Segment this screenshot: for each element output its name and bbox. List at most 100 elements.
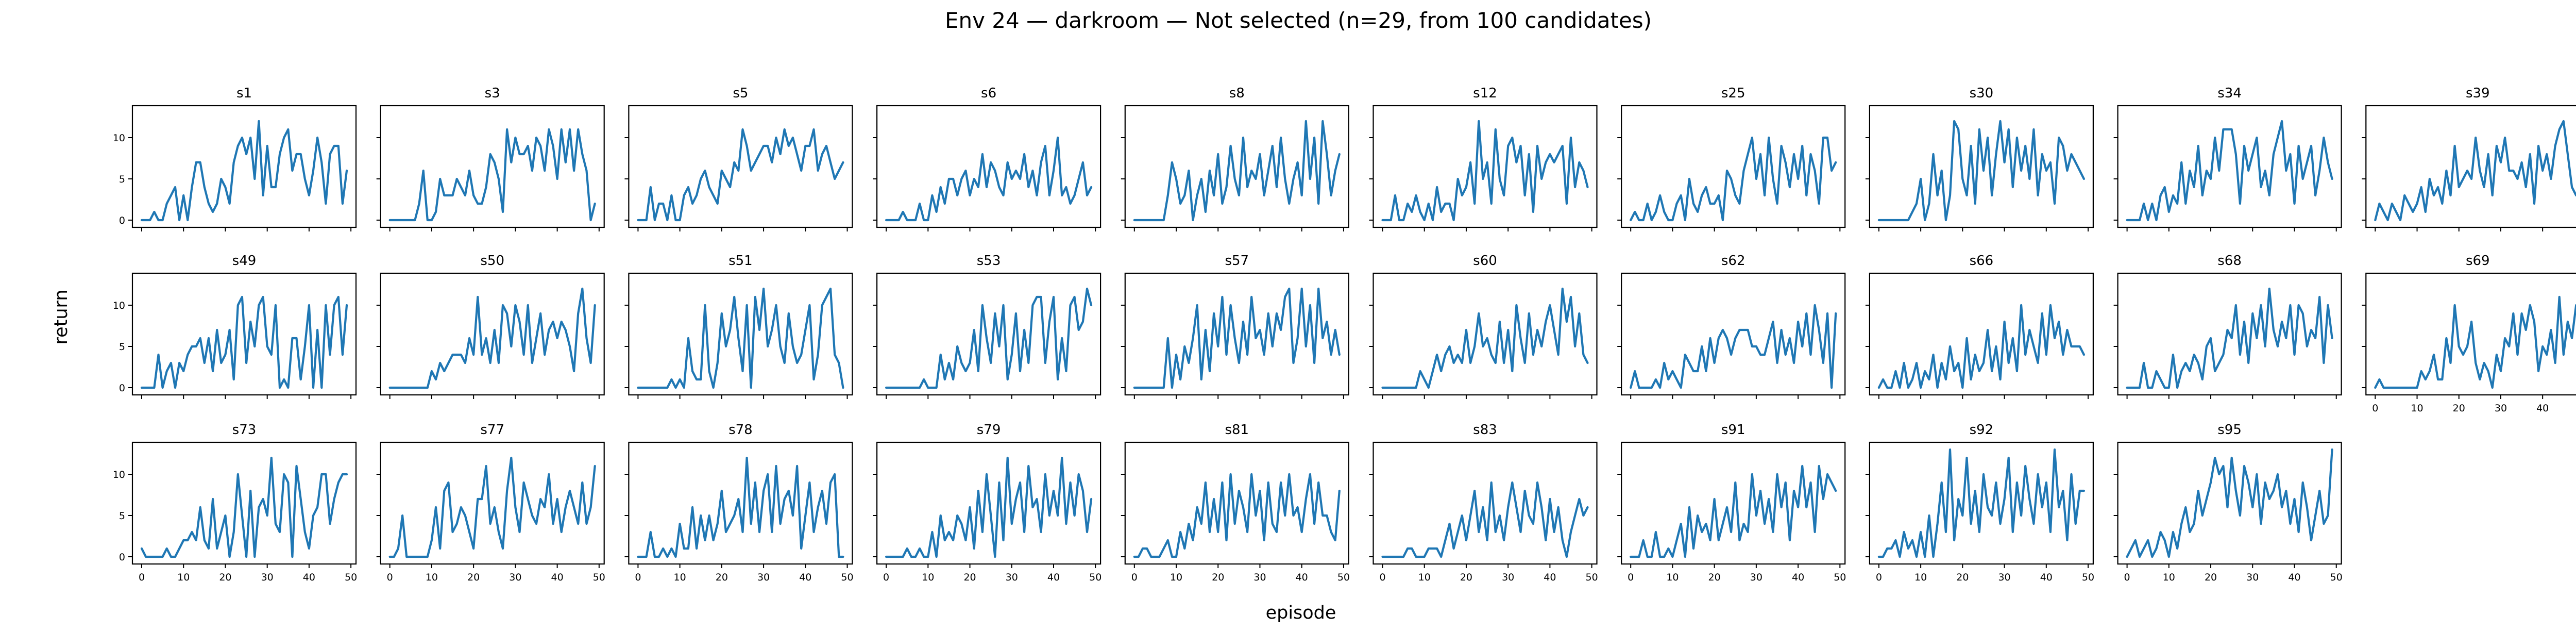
x-tick-label: 0 (1876, 572, 1882, 583)
panel-title: s77 (480, 422, 504, 438)
series-line (140, 120, 348, 222)
panel: s50 (376, 253, 605, 399)
panel: s5 (624, 86, 853, 231)
x-tick-label: 40 (1047, 572, 1060, 583)
panel: s92 0 10 20 30 40 50 (1865, 422, 2094, 583)
panel: s25 (1617, 86, 1846, 231)
panel-title: s25 (1721, 86, 1745, 101)
panel-frame (628, 441, 853, 565)
x-tick-label: 10 (922, 572, 934, 583)
x-tick-label: 40 (1792, 572, 1804, 583)
panel-title: s3 (485, 86, 500, 101)
figure-title: Env 24 — darkroom — Not selected (n=29, … (945, 8, 1652, 33)
x-tick-label: 10 (426, 572, 438, 583)
panel: s53 (873, 253, 1101, 399)
x-tick-label: 50 (2082, 572, 2094, 583)
panel: s91 0 10 20 30 40 50 (1617, 422, 1846, 583)
panel: s60 (1369, 253, 1598, 399)
panel-frame (2117, 272, 2342, 396)
y-tick-label: 0 (119, 215, 125, 226)
panel: s51 (624, 253, 853, 399)
x-tick-label: 0 (387, 572, 393, 583)
panel: s30 (1865, 86, 2094, 231)
panel-title: s92 (1970, 422, 1994, 438)
x-tick-label: 50 (1834, 572, 1846, 583)
series-line (1877, 448, 2085, 558)
x-tick-label: 30 (261, 572, 274, 583)
panel-frame (1869, 441, 2094, 565)
panel-title: s68 (2217, 253, 2242, 269)
x-tick-label: 20 (2453, 403, 2465, 414)
panel-frame (2365, 105, 2576, 228)
x-tick-label: 30 (1998, 572, 2010, 583)
y-tick-label: 5 (119, 341, 125, 353)
panel: s57 (1121, 253, 1349, 399)
panel-frame (1621, 105, 1846, 228)
x-tick-label: 50 (1089, 572, 1101, 583)
x-tick-label: 10 (674, 572, 686, 583)
x-tick-label: 10 (1418, 572, 1431, 583)
panel-frame (1869, 105, 2094, 228)
x-tick-label: 20 (467, 572, 480, 583)
panel-frame (1621, 441, 1846, 565)
panel: s81 0 10 20 30 40 50 (1121, 422, 1350, 583)
panel-frame (380, 105, 605, 228)
x-tick-label: 50 (345, 572, 357, 583)
x-tick-label: 40 (799, 572, 811, 583)
panel-frame (1869, 272, 2094, 396)
x-tick-label: 20 (1708, 572, 1721, 583)
x-tick-label: 40 (2288, 572, 2300, 583)
series-line (1630, 304, 1837, 389)
x-tick-label: 30 (509, 572, 521, 583)
x-tick-label: 20 (219, 572, 231, 583)
x-tick-label: 20 (2205, 572, 2217, 583)
panel-frame (380, 272, 605, 396)
panel-frame (628, 272, 853, 396)
series-line (1133, 473, 1341, 558)
panel: s12 (1369, 86, 1598, 231)
panel-frame (1372, 105, 1598, 228)
panel: s1 0 5 10 (113, 86, 357, 231)
series-line (1381, 481, 1589, 558)
x-tick-label: 0 (2372, 403, 2378, 414)
panel-title: s39 (2466, 86, 2490, 101)
x-tick-label: 30 (2246, 572, 2259, 583)
panel: s39 (2362, 86, 2576, 231)
series-line (1877, 304, 2085, 389)
series-line (2126, 448, 2333, 558)
panel: s34 (2113, 86, 2342, 231)
panel: s79 0 10 20 30 40 50 (873, 422, 1101, 583)
series-line (1133, 287, 1341, 389)
panel-title: s5 (733, 86, 748, 101)
x-tick-label: 50 (1337, 572, 1350, 583)
series-line (1381, 287, 1589, 389)
panel-frame (1372, 441, 1598, 565)
panel-frame (131, 272, 357, 396)
series-line (2374, 120, 2576, 222)
series-line (1630, 464, 1837, 558)
x-tick-label: 50 (841, 572, 853, 583)
series-line (637, 128, 844, 222)
x-tick-label: 30 (1253, 572, 1266, 583)
x-tick-label: 10 (1170, 572, 1182, 583)
x-tick-label: 50 (2330, 572, 2343, 583)
panel-frame (380, 441, 605, 565)
series-line (388, 287, 596, 389)
x-tick-label: 50 (593, 572, 605, 583)
panel-title: s12 (1473, 86, 1497, 101)
panel-grid: s1 0 5 10 s3 s5 s6 s8 s12 s25 s30 s34 s39 s49 0 5 10 s50 s… (113, 86, 2576, 583)
x-tick-label: 0 (139, 572, 145, 583)
panel-title: s69 (2466, 253, 2490, 269)
series-line (388, 456, 596, 558)
x-tick-label: 0 (1379, 572, 1385, 583)
y-tick-label: 0 (119, 383, 125, 394)
panel-title: s73 (232, 422, 257, 438)
series-line (140, 456, 348, 558)
panel-frame (628, 105, 853, 228)
y-tick-label: 10 (113, 300, 125, 311)
panel-title: s57 (1225, 253, 1249, 269)
x-tick-label: 10 (2411, 403, 2423, 414)
panel: s73 0 5 10 0 10 20 30 40 50 (113, 422, 357, 583)
series-line (2126, 120, 2333, 222)
panel-frame (1124, 441, 1349, 565)
